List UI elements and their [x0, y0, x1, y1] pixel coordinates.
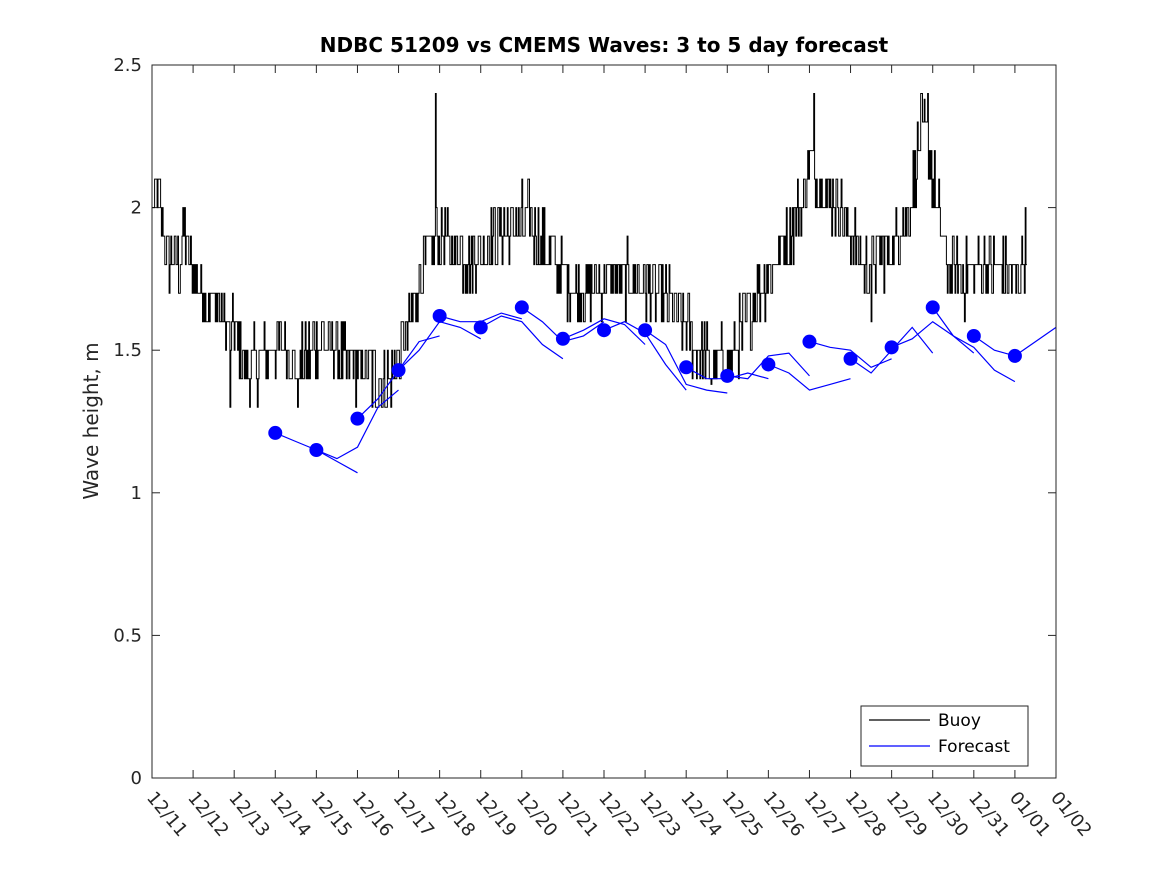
forecast-line-12	[768, 363, 851, 391]
buoy-series	[152, 93, 1027, 408]
forecast-marker-14	[843, 351, 858, 366]
plot-area	[152, 65, 1056, 778]
forecast-line-5	[480, 315, 564, 360]
buoy-line	[152, 93, 1027, 408]
forecast-line-13	[809, 341, 892, 368]
forecast-marker-17	[966, 328, 981, 343]
y-tick-label: 2.5	[113, 55, 142, 76]
y-axis-label: Wave height, m	[79, 342, 103, 499]
forecast-marker-0	[268, 425, 283, 440]
legend-box	[860, 705, 1029, 767]
chart-title: NDBC 51209 vs CMEMS Waves: 3 to 5 day fo…	[320, 33, 889, 57]
y-tick-label: 1	[131, 483, 142, 504]
forecast-marker-4	[432, 308, 447, 323]
forecast-marker-18	[1007, 348, 1022, 363]
forecast-line-15	[891, 320, 975, 354]
forecast-line-11	[727, 352, 810, 380]
forecast-markers	[268, 300, 1022, 458]
legend: Buoy Forecast	[860, 705, 1029, 767]
forecast-line-9	[644, 329, 728, 394]
axes-box	[151, 64, 1057, 779]
forecast-marker-6	[514, 300, 529, 315]
forecast-marker-1	[309, 443, 324, 458]
forecast-marker-10	[679, 360, 694, 375]
forecast-marker-2	[350, 411, 365, 426]
forecast-marker-7	[555, 331, 570, 346]
y-tick-label: 1.5	[113, 340, 142, 361]
forecast-marker-3	[391, 363, 406, 378]
forecast-marker-9	[638, 323, 653, 338]
forecast-line-7	[562, 318, 646, 345]
forecast-marker-8	[597, 323, 611, 338]
forecast-marker-13	[802, 334, 817, 349]
forecast-line-16	[932, 307, 1016, 383]
y-tick-label: 0.5	[113, 625, 142, 646]
forecast-marker-12	[761, 357, 776, 372]
legend-buoy-label: Buoy	[938, 711, 981, 731]
forecast-marker-16	[925, 300, 940, 315]
forecast-marker-5	[473, 320, 488, 335]
legend-forecast-label: Forecast	[938, 737, 1010, 757]
y-tick-label: 2	[131, 198, 142, 219]
forecast-marker-15	[884, 340, 899, 355]
y-tick-label: 0	[131, 768, 142, 789]
forecast-marker-11	[720, 368, 735, 383]
forecast-line-1	[316, 389, 399, 460]
